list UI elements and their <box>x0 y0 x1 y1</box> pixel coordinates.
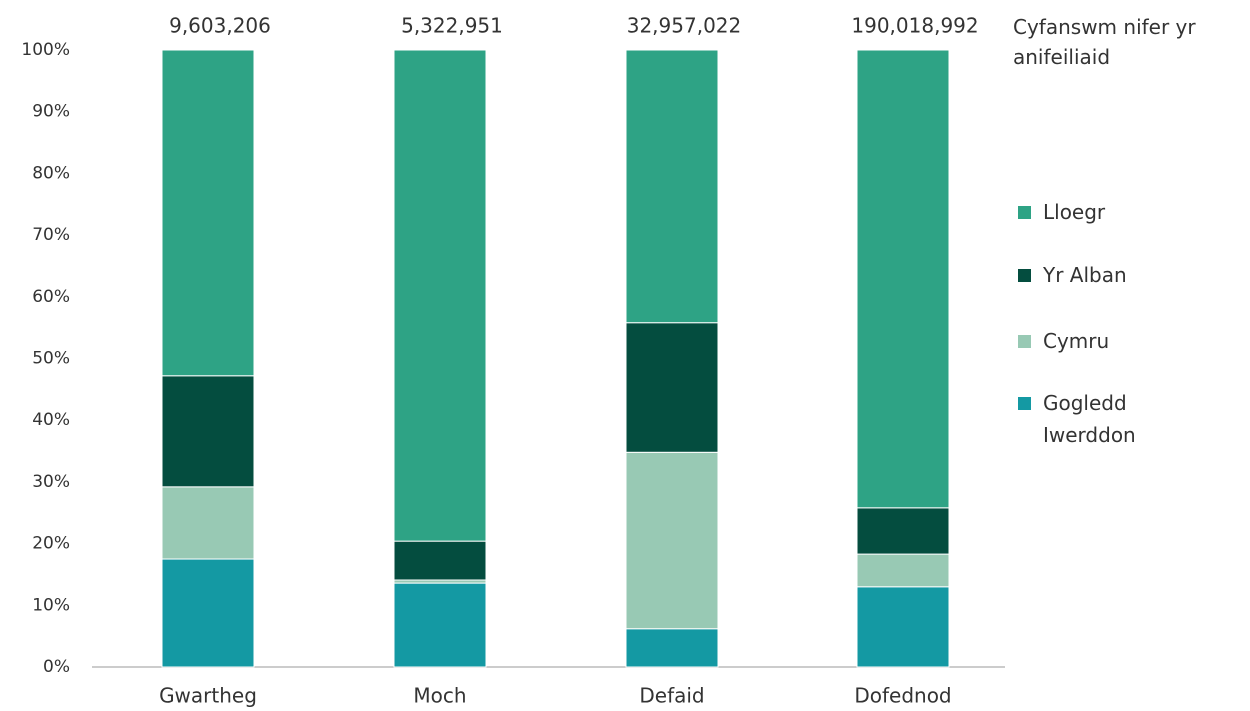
total-label: 190,018,992 <box>851 14 978 38</box>
legend-item: Gogledd Iwerddon <box>1018 387 1238 451</box>
y-tick-label: 100% <box>21 40 70 60</box>
y-tick-label: 10% <box>32 595 70 615</box>
total-label: 5,322,951 <box>401 14 503 38</box>
x-tick-label: Moch <box>413 684 466 708</box>
total-label: 32,957,022 <box>627 14 742 38</box>
total-label: 9,603,206 <box>169 14 271 38</box>
y-tick-label: 90% <box>32 102 70 122</box>
bar-segment <box>856 507 950 555</box>
y-tick-label: 40% <box>32 410 70 430</box>
y-tick-label: 20% <box>32 534 70 554</box>
bar-segment <box>856 586 950 668</box>
legend-label: Gogledd Iwerddon <box>1043 391 1136 447</box>
legend-swatch <box>1018 397 1031 410</box>
x-tick-label: Gwartheg <box>159 684 257 708</box>
y-tick-label: 50% <box>32 349 70 369</box>
bar-segment <box>393 540 487 581</box>
legend-title: Cyfanswm nifer yr anifeiliaid <box>1013 15 1196 69</box>
y-tick-label: 0% <box>43 657 70 677</box>
bar-segment <box>393 582 487 668</box>
legend-item: Cymru <box>1018 325 1238 357</box>
bar-segment <box>625 322 719 453</box>
bar-segment <box>161 49 255 377</box>
legend-swatch <box>1018 269 1031 282</box>
bar-segment <box>625 628 719 668</box>
legend-label: Lloegr <box>1043 200 1106 224</box>
bar-segment <box>161 558 255 668</box>
bar-segment <box>161 486 255 560</box>
y-tick-label: 80% <box>32 163 70 183</box>
bar-segment <box>856 553 950 588</box>
x-tick-label: Defaid <box>639 684 704 708</box>
legend-item: Lloegr <box>1018 196 1238 228</box>
legend-item: Yr Alban <box>1018 259 1238 291</box>
legend-label: Yr Alban <box>1043 263 1127 287</box>
legend-label: Cymru <box>1043 329 1110 353</box>
legend-swatch <box>1018 335 1031 348</box>
bar-segment <box>393 49 487 542</box>
bar-segment <box>625 49 719 324</box>
bar-segment <box>161 375 255 488</box>
x-tick-label: Dofednod <box>854 684 951 708</box>
bar-segment <box>625 451 719 630</box>
bar-segment <box>856 49 950 509</box>
legend-swatch <box>1018 206 1031 219</box>
y-tick-label: 30% <box>32 472 70 492</box>
y-tick-label: 70% <box>32 225 70 245</box>
y-tick-label: 60% <box>32 287 70 307</box>
